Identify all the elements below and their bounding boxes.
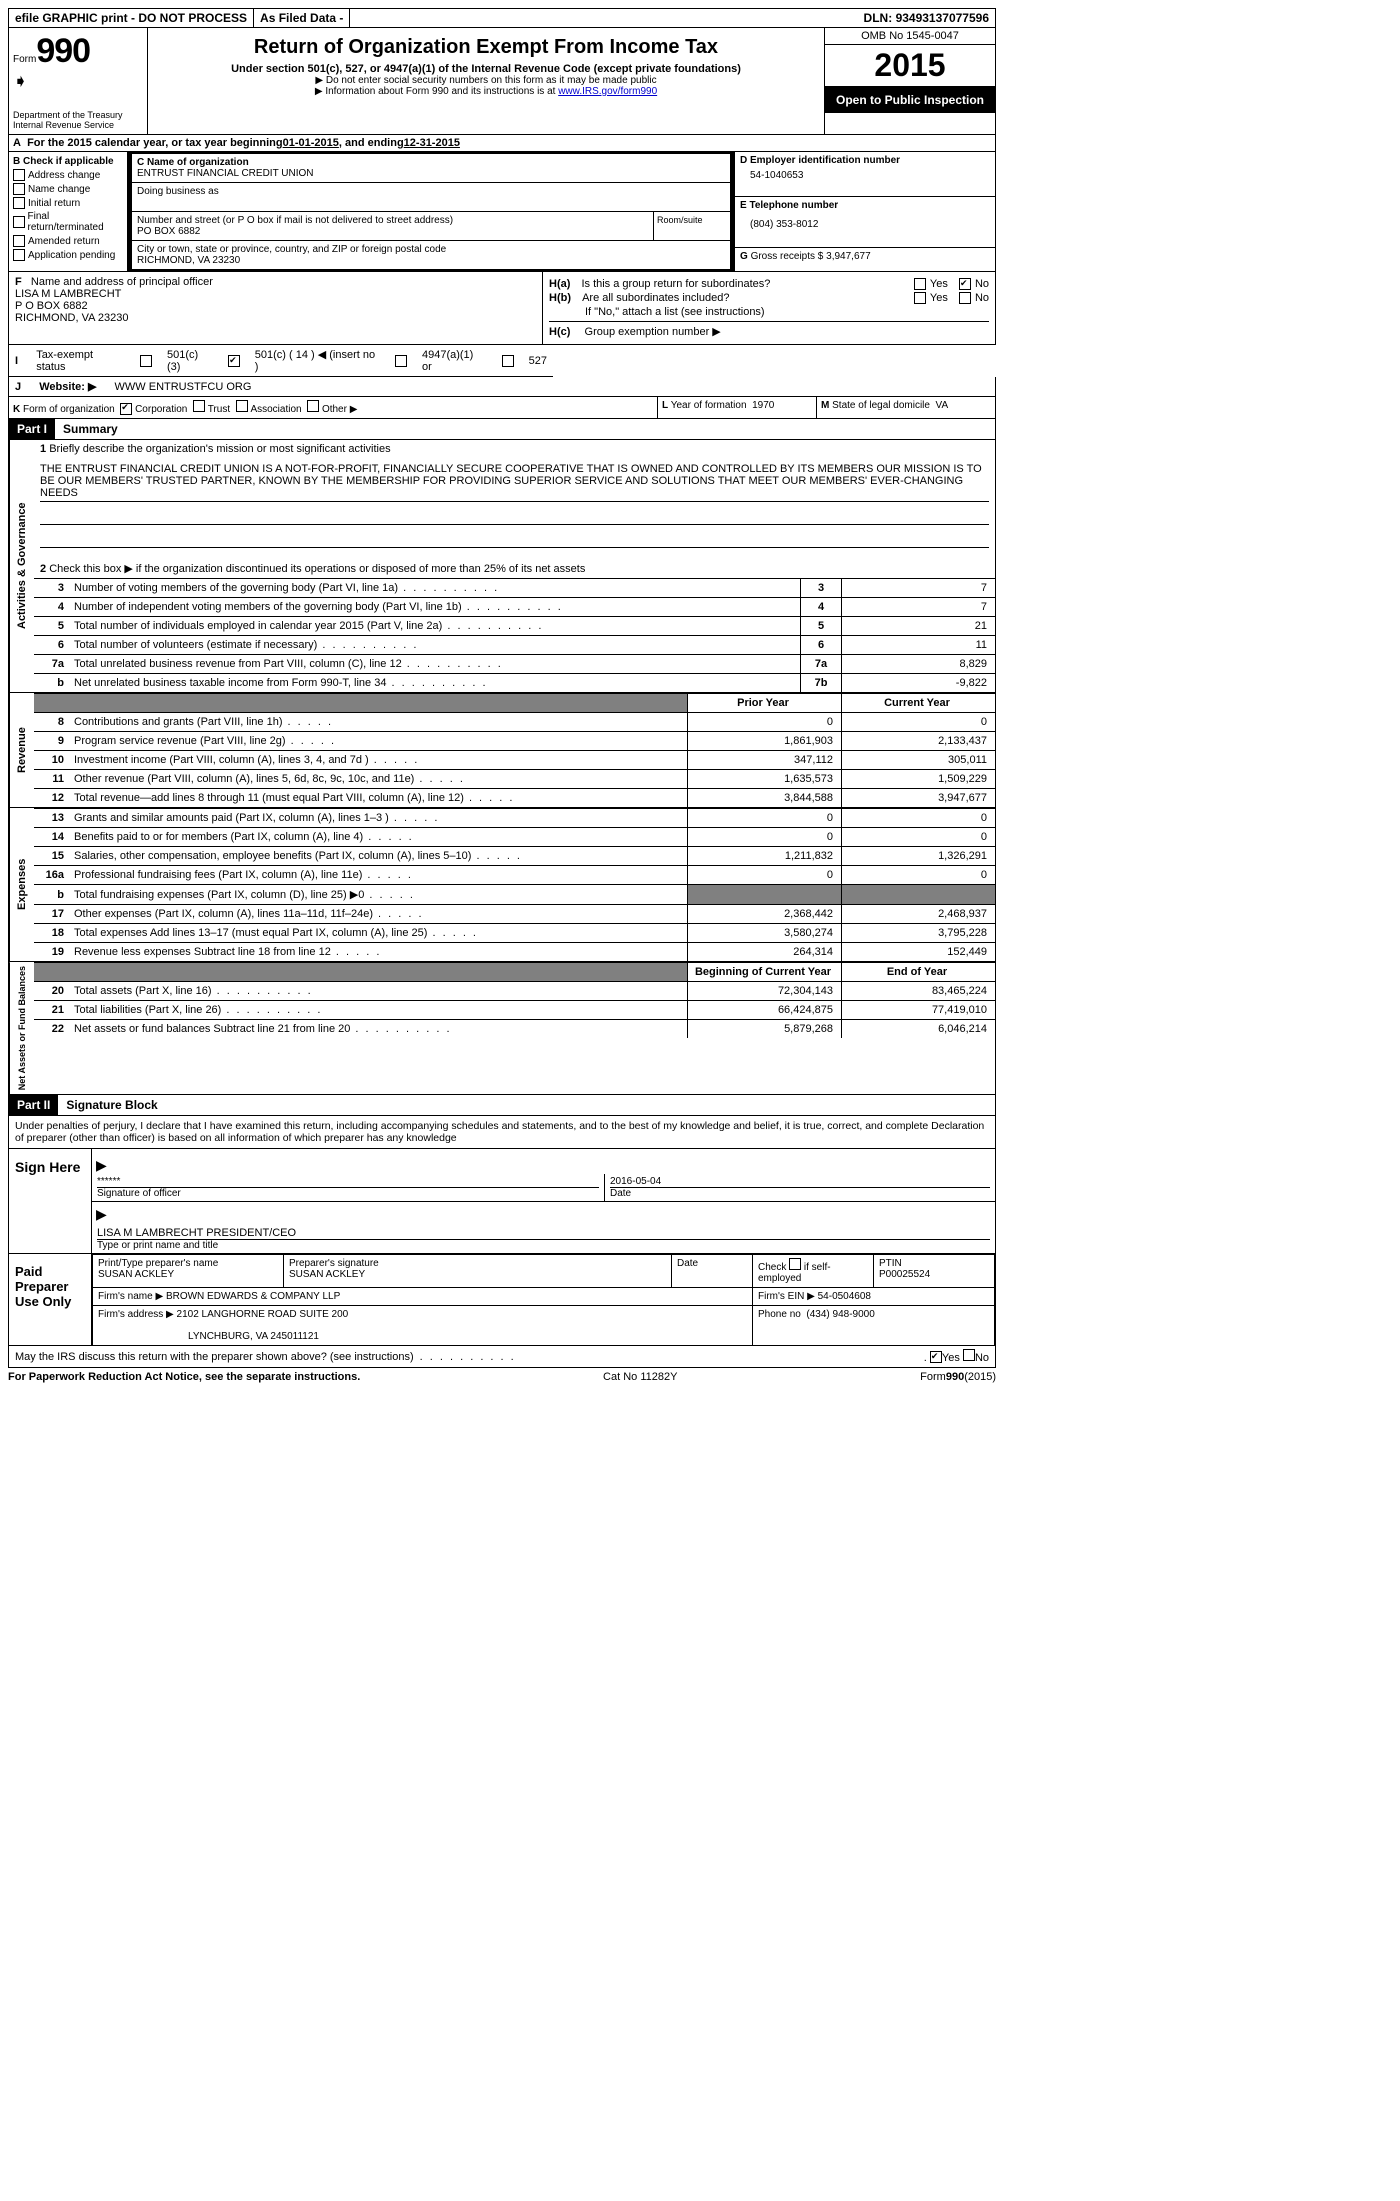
col-b: B Check if applicable Address change Nam… (9, 152, 130, 271)
part2-header: Part II Signature Block (8, 1095, 996, 1116)
chk-address[interactable] (13, 169, 25, 181)
i-501c3[interactable] (140, 355, 152, 367)
form-note2: ▶ Information about Form 990 and its ins… (152, 86, 820, 97)
tax-year: 2015 (825, 45, 995, 87)
irs-link[interactable]: www.IRS.gov/form990 (558, 86, 657, 97)
col-f: F Name and address of principal officer … (9, 272, 543, 344)
street: PO BOX 6882 (137, 226, 648, 237)
footer: For Paperwork Reduction Act Notice, see … (8, 1368, 996, 1386)
section-fh: F Name and address of principal officer … (8, 272, 996, 345)
org-name: ENTRUST FINANCIAL CREDIT UNION (137, 168, 725, 179)
line-j: J Website: ▶ WWW ENTRUSTFCU ORG (8, 377, 996, 397)
preparer-table: Print/Type preparer's nameSUSAN ACKLEY P… (92, 1254, 995, 1345)
chk-final[interactable] (13, 216, 25, 228)
governance-table: 3Number of voting members of the governi… (34, 578, 995, 692)
website: WWW ENTRUSTFCU ORG (115, 381, 252, 393)
k-trust[interactable] (193, 400, 205, 412)
discuss-line: May the IRS discuss this return with the… (8, 1346, 996, 1368)
dln: DLN: 93493137077596 (858, 9, 995, 27)
expenses-section: Expenses 13Grants and similar amounts pa… (8, 808, 996, 962)
gross-receipts: 3,947,677 (826, 251, 871, 262)
chk-selfemp[interactable] (789, 1258, 801, 1270)
vtab-expenses: Expenses (9, 808, 34, 961)
i-527[interactable] (502, 355, 514, 367)
netassets-section: Net Assets or Fund Balances Beginning of… (8, 962, 996, 1095)
i-501c[interactable] (228, 355, 240, 367)
chk-amended[interactable] (13, 235, 25, 247)
sign-here-label: Sign Here (9, 1149, 91, 1253)
efile-notice: efile GRAPHIC print - DO NOT PROCESS (9, 9, 254, 27)
form-title: Return of Organization Exempt From Incom… (152, 36, 820, 59)
activities-governance: Activities & Governance 1 Briefly descri… (8, 440, 996, 693)
col-c: C Name of organization ENTRUST FINANCIAL… (130, 152, 732, 271)
dba-label: Doing business as (137, 186, 725, 197)
header-right: OMB No 1545-0047 2015 Open to Public Ins… (824, 28, 995, 134)
ha-yes[interactable] (914, 278, 926, 290)
topbar: efile GRAPHIC print - DO NOT PROCESS As … (8, 8, 996, 28)
part1-header: Part I Summary (8, 419, 996, 440)
revenue-table: Prior YearCurrent Year 8Contributions an… (34, 693, 995, 807)
line-i: I Tax-exempt status 501(c)(3) 501(c) ( 1… (8, 345, 553, 377)
form-header: Form990 ➧ Department of the Treasury Int… (8, 28, 996, 135)
k-assoc[interactable] (236, 400, 248, 412)
dept-irs: Internal Revenue Service (13, 120, 143, 130)
signature-block: Under penalties of perjury, I declare th… (8, 1116, 996, 1346)
discuss-no[interactable] (963, 1349, 975, 1361)
form-note1: ▶ Do not enter social security numbers o… (152, 75, 820, 86)
perjury-declaration: Under penalties of perjury, I declare th… (9, 1116, 995, 1149)
chk-name[interactable] (13, 183, 25, 195)
k-other[interactable] (307, 400, 319, 412)
i-4947[interactable] (395, 355, 407, 367)
vtab-revenue: Revenue (9, 693, 34, 807)
hb-yes[interactable] (914, 292, 926, 304)
ein: 54-1040653 (740, 166, 990, 181)
col-h: H(a) Is this a group return for subordin… (543, 272, 995, 344)
chk-initial[interactable] (13, 197, 25, 209)
public-inspection: Open to Public Inspection (825, 87, 995, 113)
phone: (804) 353-8012 (740, 211, 990, 230)
form-word: Form (13, 54, 36, 65)
netassets-table: Beginning of Current YearEnd of Year 20T… (34, 962, 995, 1038)
officer-name: LISA M LAMBRECHT PRESIDENT/CEO (97, 1227, 990, 1240)
room-lbl: Room/suite (654, 212, 730, 240)
omb-number: OMB No 1545-0047 (825, 28, 995, 45)
form-990-page: efile GRAPHIC print - DO NOT PROCESS As … (8, 8, 996, 1386)
section-bcdeg: B Check if applicable Address change Nam… (8, 152, 996, 272)
mission-text: THE ENTRUST FINANCIAL CREDIT UNION IS A … (40, 463, 989, 502)
vtab-activities: Activities & Governance (9, 440, 34, 692)
chk-pending[interactable] (13, 249, 25, 261)
col-d: D Employer identification number 54-1040… (732, 152, 995, 271)
line-klm: K Form of organization Corporation Trust… (8, 397, 996, 419)
discuss-yes[interactable] (930, 1351, 942, 1363)
city: RICHMOND, VA 23230 (137, 255, 725, 266)
revenue-section: Revenue Prior YearCurrent Year 8Contribu… (8, 693, 996, 808)
form-number: 990 (36, 32, 90, 70)
dept-treasury: Department of the Treasury (13, 110, 143, 120)
ha-no[interactable] (959, 278, 971, 290)
as-filed: As Filed Data - (254, 9, 350, 27)
hb-no[interactable] (959, 292, 971, 304)
form-subtitle: Under section 501(c), 527, or 4947(a)(1)… (152, 63, 820, 75)
paid-preparer-label: Paid Preparer Use Only (9, 1254, 91, 1345)
header-left: Form990 ➧ Department of the Treasury Int… (9, 28, 148, 134)
line-a: A For the 2015 calendar year, or tax yea… (8, 135, 996, 152)
header-mid: Return of Organization Exempt From Incom… (148, 28, 824, 134)
vtab-netassets: Net Assets or Fund Balances (9, 962, 34, 1094)
expenses-table: 13Grants and similar amounts paid (Part … (34, 808, 995, 961)
k-corp[interactable] (120, 403, 132, 415)
